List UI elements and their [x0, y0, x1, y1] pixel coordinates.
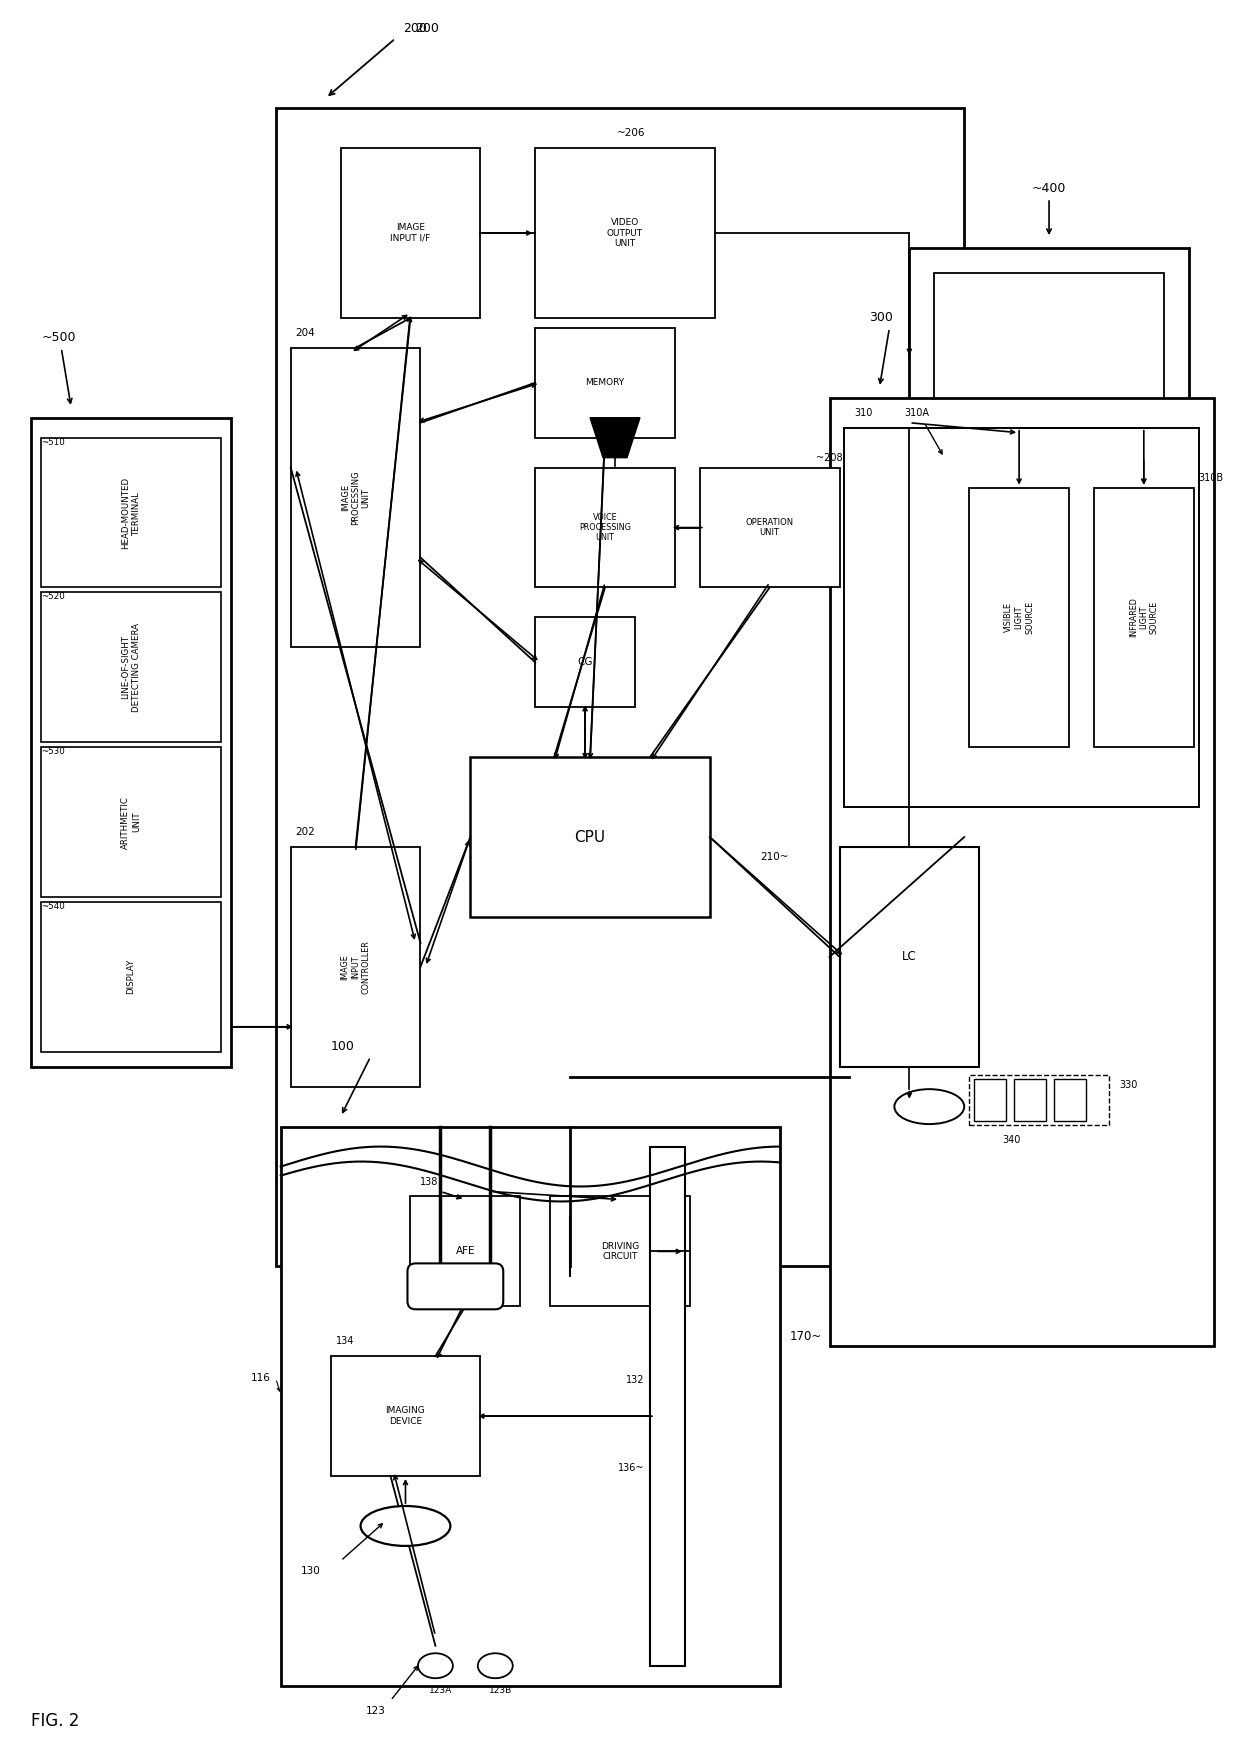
Text: DRIVING
CIRCUIT: DRIVING CIRCUIT: [601, 1242, 639, 1261]
Text: 300: 300: [869, 311, 893, 325]
Bar: [1054, 1078, 1086, 1120]
Text: 100: 100: [331, 1039, 355, 1053]
Text: IMAGE
PROCESSING
UNIT: IMAGE PROCESSING UNIT: [341, 470, 371, 524]
Ellipse shape: [418, 1653, 453, 1679]
Bar: [699, 468, 839, 587]
Text: 130: 130: [301, 1565, 320, 1576]
Text: ARITHMETIC
UNIT: ARITHMETIC UNIT: [122, 795, 141, 849]
Text: 138: 138: [420, 1176, 439, 1186]
Bar: [41, 748, 221, 896]
Bar: [909, 248, 1189, 468]
Bar: [41, 901, 221, 1052]
Bar: [331, 1356, 480, 1476]
Text: VOICE
PROCESSING
UNIT: VOICE PROCESSING UNIT: [579, 512, 631, 543]
Text: 210~: 210~: [760, 853, 789, 861]
Text: LC: LC: [901, 950, 916, 963]
Text: ~530: ~530: [41, 748, 64, 756]
Text: IMAGE
INPUT
CONTROLLER: IMAGE INPUT CONTROLLER: [341, 940, 371, 994]
FancyBboxPatch shape: [408, 1263, 503, 1309]
Text: 340: 340: [1002, 1134, 1021, 1144]
Text: VISIBLE
LIGHT
SOURCE: VISIBLE LIGHT SOURCE: [1004, 601, 1034, 634]
Text: AFE: AFE: [455, 1246, 475, 1256]
Bar: [410, 1197, 521, 1307]
Bar: [275, 108, 965, 1267]
Bar: [1094, 487, 1194, 748]
Bar: [41, 592, 221, 742]
Text: ~208: ~208: [816, 452, 842, 463]
Bar: [1014, 1078, 1047, 1120]
Bar: [536, 148, 714, 318]
Text: 200: 200: [403, 23, 428, 35]
Bar: [41, 438, 221, 587]
Text: 123: 123: [366, 1705, 386, 1716]
Bar: [341, 148, 480, 318]
Text: 170~: 170~: [790, 1329, 822, 1343]
Text: MEMORY: MEMORY: [585, 379, 625, 388]
Bar: [844, 428, 1199, 807]
Text: 204: 204: [295, 328, 315, 337]
Text: HEAD-MOUNTED
TERMINAL: HEAD-MOUNTED TERMINAL: [122, 477, 141, 549]
Bar: [290, 348, 420, 648]
Text: 310: 310: [854, 407, 873, 418]
Text: ~510: ~510: [41, 438, 64, 447]
Text: 202: 202: [295, 826, 315, 837]
Bar: [536, 617, 635, 708]
Text: 200: 200: [415, 23, 439, 35]
Bar: [290, 847, 420, 1087]
Bar: [839, 847, 980, 1067]
Text: IMAGE
INPUT I/F: IMAGE INPUT I/F: [391, 224, 430, 243]
Polygon shape: [590, 418, 640, 458]
Ellipse shape: [361, 1506, 450, 1546]
Ellipse shape: [477, 1653, 513, 1679]
Text: 330: 330: [1118, 1080, 1137, 1090]
Text: 136~: 136~: [619, 1464, 645, 1473]
Bar: [970, 487, 1069, 748]
Text: CPU: CPU: [574, 830, 605, 844]
Bar: [280, 1127, 780, 1686]
Bar: [31, 418, 231, 1067]
Text: VIDEO
OUTPUT
UNIT: VIDEO OUTPUT UNIT: [606, 218, 644, 248]
Text: DISPLAY: DISPLAY: [126, 959, 135, 994]
Text: ~206: ~206: [616, 128, 645, 138]
Text: 310A: 310A: [904, 407, 929, 418]
Bar: [975, 1078, 1006, 1120]
Bar: [650, 1146, 684, 1665]
Text: LINE-OF-SIGHT
DETECTING CAMERA: LINE-OF-SIGHT DETECTING CAMERA: [122, 624, 141, 711]
Text: FIG. 2: FIG. 2: [31, 1712, 79, 1730]
Bar: [536, 468, 675, 587]
Text: 134: 134: [336, 1336, 353, 1347]
Text: 116: 116: [250, 1373, 270, 1384]
Text: 123B: 123B: [489, 1686, 512, 1695]
Ellipse shape: [894, 1088, 965, 1123]
Text: 123A: 123A: [429, 1686, 453, 1695]
Text: ~400: ~400: [1032, 182, 1066, 194]
Text: OPERATION
UNIT: OPERATION UNIT: [745, 517, 794, 538]
Bar: [934, 273, 1164, 442]
Text: ~540: ~540: [41, 901, 64, 910]
Bar: [970, 1074, 1109, 1125]
Bar: [470, 756, 709, 917]
Bar: [536, 328, 675, 438]
Bar: [830, 398, 1214, 1347]
Text: 132: 132: [626, 1375, 645, 1385]
Text: CG: CG: [578, 657, 593, 667]
Text: IMAGING
DEVICE: IMAGING DEVICE: [386, 1406, 425, 1426]
Text: 310B: 310B: [1199, 473, 1224, 482]
Text: ~500: ~500: [41, 332, 76, 344]
Text: INFRARED
LIGHT
SOURCE: INFRARED LIGHT SOURCE: [1128, 597, 1158, 638]
Bar: [551, 1197, 689, 1307]
Text: ~520: ~520: [41, 592, 64, 601]
